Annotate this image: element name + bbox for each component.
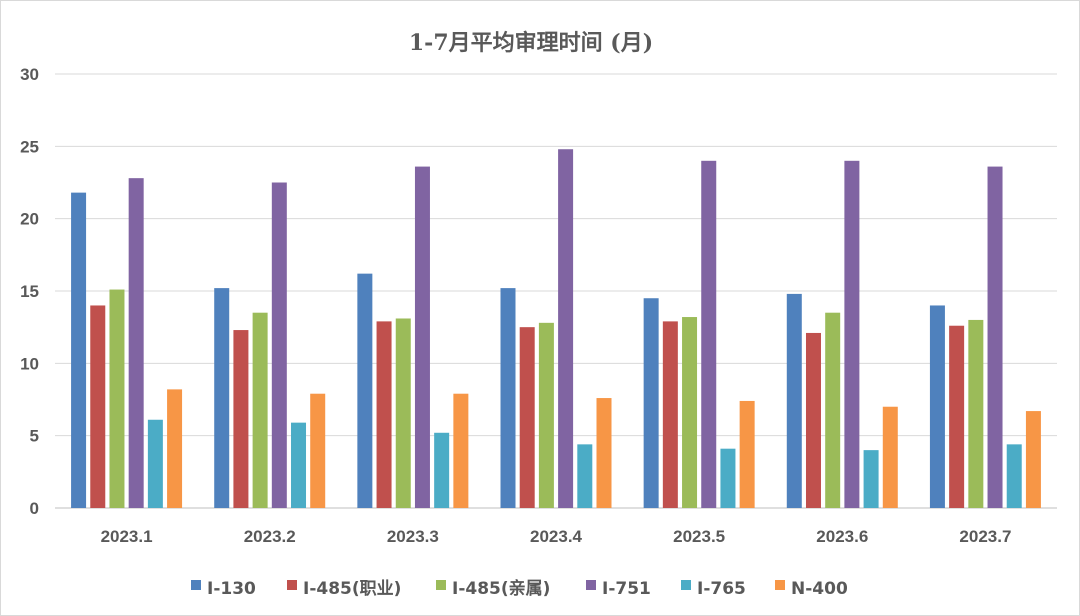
chart-title: 1-7月平均审理时间 (月) bbox=[409, 30, 653, 56]
bar-i-485-2023-2 bbox=[233, 330, 249, 508]
bar-i-485-2023-7 bbox=[949, 325, 965, 508]
bar-i-765-2023-4 bbox=[577, 444, 593, 508]
bars bbox=[71, 149, 1041, 509]
y-tick-label: 5 bbox=[30, 427, 39, 446]
bar-i-751-2023-2 bbox=[271, 182, 287, 508]
legend-label: I-485(职业) bbox=[303, 579, 401, 599]
bar-i-130-2023-4 bbox=[500, 288, 516, 508]
bar-i-485-2023-5 bbox=[682, 317, 698, 508]
bar-i-765-2023-2 bbox=[291, 422, 307, 508]
x-tick-label: 2023.6 bbox=[816, 527, 868, 546]
legend-label: I-751 bbox=[602, 579, 651, 599]
bar-i-485-2023-6 bbox=[825, 312, 841, 508]
bar-i-485-2023-2 bbox=[252, 312, 268, 508]
x-tick-label: 2023.4 bbox=[530, 527, 583, 546]
legend-label: N-400 bbox=[791, 579, 848, 599]
bar-i-485-2023-6 bbox=[805, 332, 821, 508]
bar-i-751-2023-7 bbox=[987, 166, 1003, 508]
bar-i-765-2023-7 bbox=[1006, 444, 1022, 508]
bar-i-765-2023-1 bbox=[147, 419, 163, 508]
bar-i-765-2023-6 bbox=[863, 450, 879, 508]
bar-i-485-2023-3 bbox=[395, 318, 411, 508]
legend-label: I-130 bbox=[207, 579, 256, 599]
bar-i-130-2023-7 bbox=[929, 305, 945, 508]
bar-n-400-2023-7 bbox=[1025, 411, 1041, 508]
legend-swatch bbox=[681, 580, 691, 590]
y-tick-label: 20 bbox=[20, 210, 39, 229]
bar-i-765-2023-5 bbox=[720, 448, 736, 508]
bar-i-485-2023-5 bbox=[662, 321, 678, 508]
x-tick-label: 2023.2 bbox=[244, 527, 296, 546]
legend-swatch bbox=[191, 580, 201, 590]
legend: I-130 I-485(职业) I-485(亲属) I-751 I-765 N-400 bbox=[191, 578, 848, 599]
bar-i-751-2023-6 bbox=[844, 160, 860, 509]
bar-i-751-2023-3 bbox=[414, 166, 430, 508]
bar-n-400-2023-4 bbox=[596, 398, 612, 508]
y-tick-label: 25 bbox=[20, 137, 39, 156]
x-axis-ticks: 2023.1 2023.2 2023.3 2023.4 2023.5 2023.6 2023… bbox=[101, 527, 1012, 546]
bar-i-130-2023-5 bbox=[643, 298, 659, 508]
y-axis-ticks: 0 5 10 15 20 25 30 bbox=[20, 65, 39, 518]
legend-swatch bbox=[586, 580, 596, 590]
bar-i-485-2023-4 bbox=[538, 322, 554, 508]
bar-n-400-2023-5 bbox=[739, 400, 755, 508]
bar-i-751-2023-5 bbox=[701, 160, 717, 509]
y-tick-label: 30 bbox=[20, 65, 39, 84]
legend-label: I-485(亲属) bbox=[452, 578, 550, 599]
bar-n-400-2023-1 bbox=[167, 389, 183, 508]
y-tick-label: 10 bbox=[20, 354, 39, 373]
bar-n-400-2023-2 bbox=[310, 393, 326, 508]
bar-i-485-2023-1 bbox=[90, 305, 106, 508]
bar-n-400-2023-6 bbox=[882, 406, 898, 508]
legend-swatch bbox=[436, 580, 446, 590]
bar-i-130-2023-3 bbox=[357, 273, 373, 508]
bar-i-130-2023-6 bbox=[786, 293, 802, 508]
y-tick-label: 0 bbox=[30, 499, 39, 518]
bar-i-485-2023-4 bbox=[519, 327, 535, 508]
bar-i-751-2023-4 bbox=[558, 149, 574, 508]
x-tick-label: 2023.7 bbox=[959, 527, 1011, 546]
y-tick-label: 15 bbox=[20, 282, 39, 301]
gridlines bbox=[55, 73, 1057, 509]
x-tick-label: 2023.3 bbox=[387, 527, 439, 546]
bar-i-751-2023-1 bbox=[128, 178, 144, 508]
bar-i-485-2023-7 bbox=[968, 319, 984, 508]
bar-i-130-2023-2 bbox=[214, 288, 230, 508]
bar-n-400-2023-3 bbox=[453, 393, 469, 508]
bar-i-485-2023-3 bbox=[376, 321, 392, 508]
legend-swatch bbox=[775, 580, 785, 590]
legend-swatch bbox=[287, 580, 297, 590]
x-tick-label: 2023.1 bbox=[101, 527, 153, 546]
legend-label: I-765 bbox=[697, 579, 746, 599]
bar-i-765-2023-3 bbox=[434, 432, 450, 508]
bar-i-130-2023-1 bbox=[71, 192, 87, 509]
bar-i-485-2023-1 bbox=[109, 289, 125, 508]
x-tick-label: 2023.5 bbox=[673, 527, 725, 546]
